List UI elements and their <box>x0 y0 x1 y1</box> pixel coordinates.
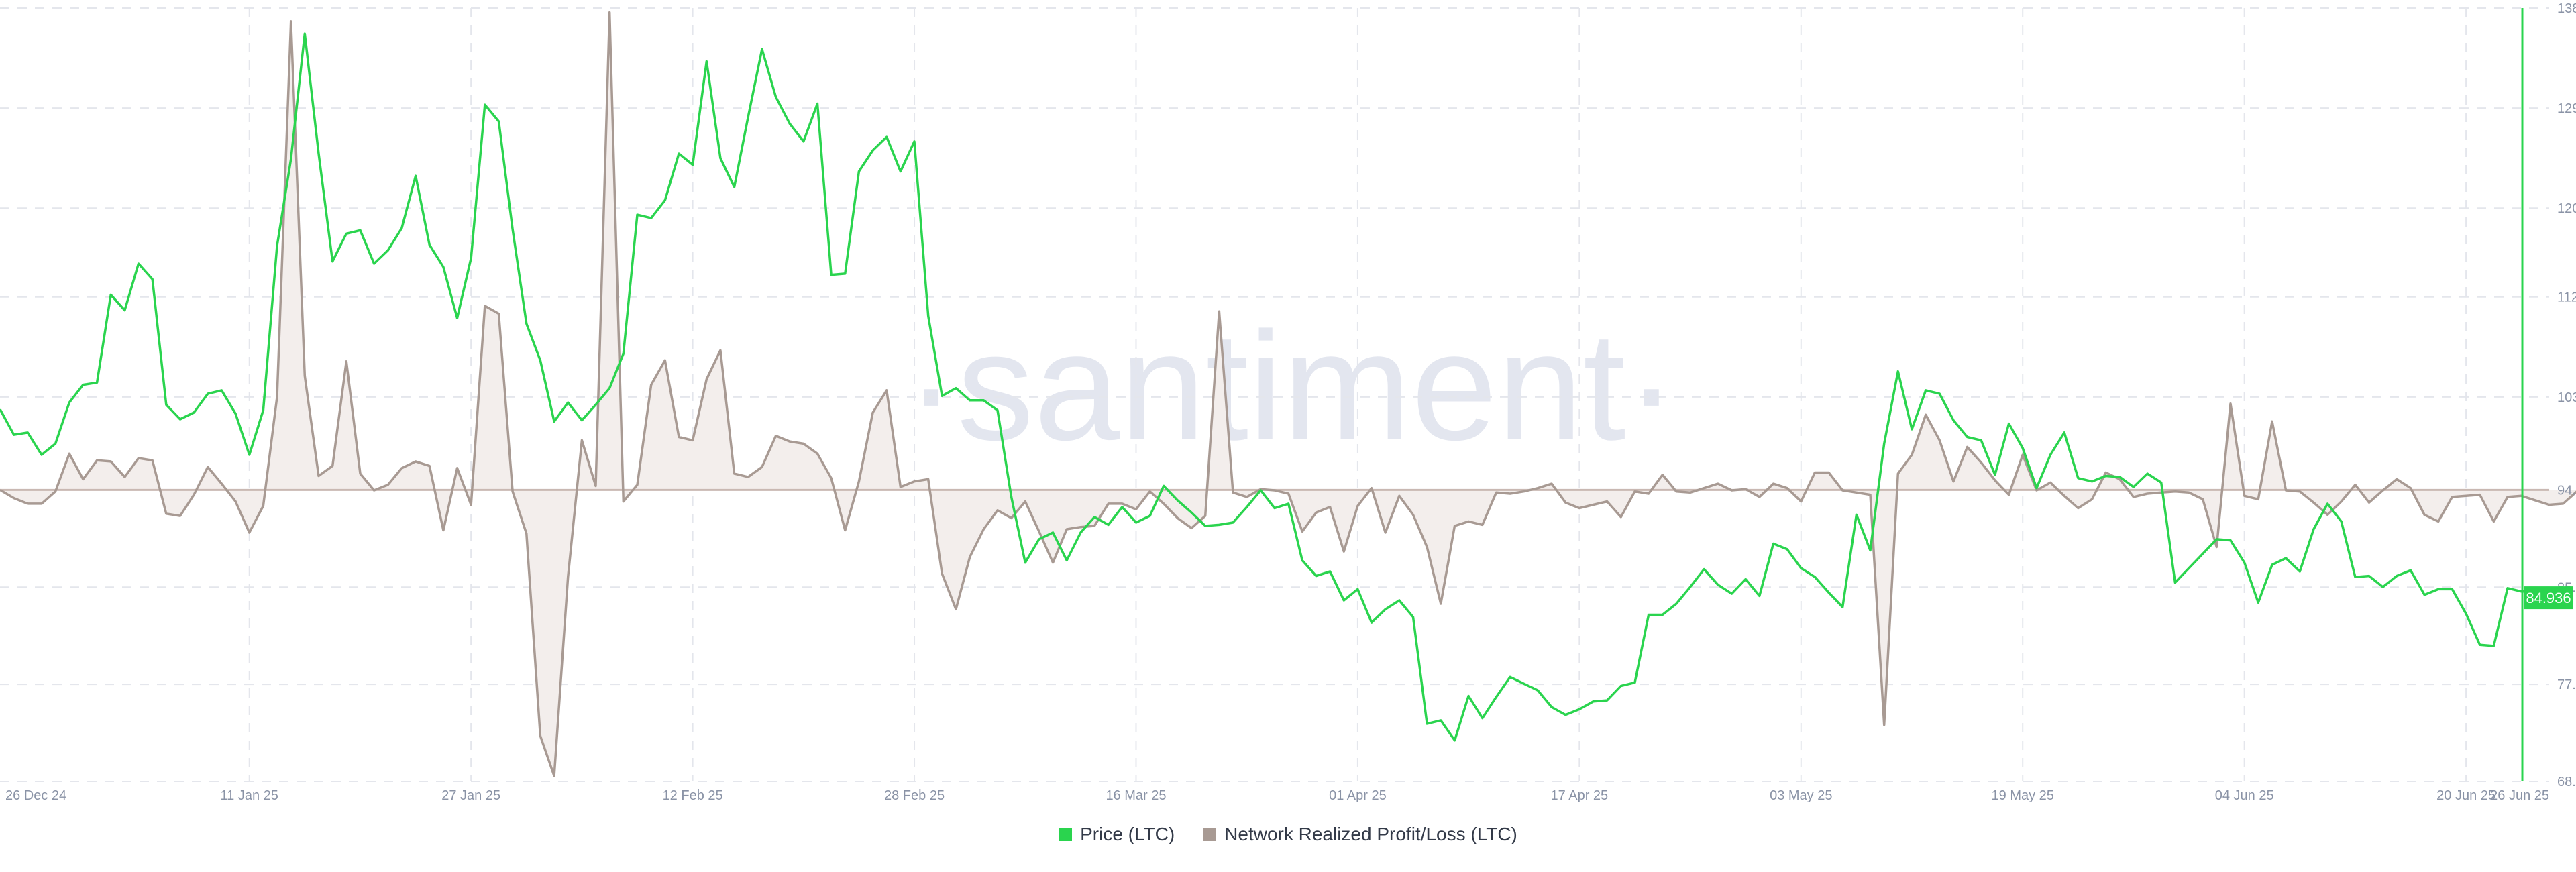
pnl-series <box>0 11 2576 777</box>
current-price-tag <box>2524 586 2573 610</box>
x-tick-label: 16 Mar 25 <box>1106 788 1166 803</box>
price-series <box>0 32 2550 742</box>
x-tick-label: 20 Jun 25 <box>2436 788 2496 803</box>
x-tick-label: 03 May 25 <box>1770 788 1832 803</box>
y-tick-label: 112 <box>2557 290 2576 305</box>
x-tick-label: 26 Dec 24 <box>5 788 66 803</box>
x-tick-label: 26 Jun 25 <box>2490 788 2549 803</box>
legend-label-pnl: Network Realized Profit/Loss (LTC) <box>1224 824 1517 844</box>
watermark: ·santiment· <box>906 300 1677 472</box>
y-tick-label: 103 <box>2557 390 2576 405</box>
y-tick-label: 68.403 <box>2557 775 2576 789</box>
x-tick-label: 04 Jun 25 <box>2215 788 2274 803</box>
y-tick-label: 94.636 <box>2557 483 2576 498</box>
axes: 68.40377.14785.89294.6361031121201291382… <box>5 1 2576 803</box>
pnl-line <box>0 11 2576 777</box>
y-tick-label: 77.147 <box>2557 677 2576 692</box>
price-line <box>0 32 2550 742</box>
y-tick-label: 129 <box>2557 101 2576 116</box>
x-tick-label: 17 Apr 25 <box>1551 788 1609 803</box>
x-tick-label: 12 Feb 25 <box>663 788 723 803</box>
legend-label-price: Price (LTC) <box>1080 824 1175 844</box>
x-tick-label: 27 Jan 25 <box>441 788 500 803</box>
legend: Price (LTC) Network Realized Profit/Loss… <box>0 824 2576 845</box>
x-tick-label: 19 May 25 <box>1992 788 2054 803</box>
y-tick-label: 120 <box>2557 201 2576 216</box>
x-tick-label: 28 Feb 25 <box>884 788 945 803</box>
x-tick-label: 01 Apr 25 <box>1329 788 1387 803</box>
price-legend-swatch <box>1059 828 1073 841</box>
legend-item-price[interactable]: Price (LTC) <box>1059 824 1175 845</box>
current-price-label: 84.936 <box>2526 590 2571 606</box>
pnl-legend-swatch <box>1203 828 1217 841</box>
y-tick-label: 138 <box>2557 1 2576 16</box>
legend-item-pnl[interactable]: Network Realized Profit/Loss (LTC) <box>1203 824 1517 845</box>
x-tick-label: 11 Jan 25 <box>221 788 278 803</box>
